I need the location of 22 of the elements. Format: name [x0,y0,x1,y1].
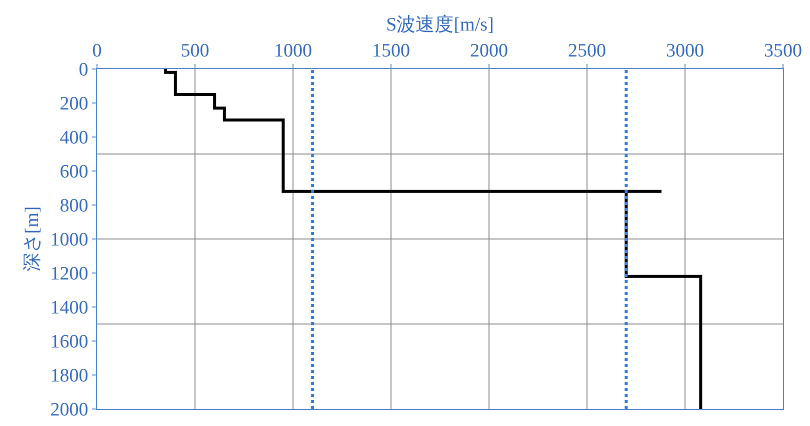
y-tick-label: 1400 [50,298,88,319]
line-series [164,69,702,409]
x-tick-label: 3000 [666,40,704,62]
x-tick-label: 2000 [470,40,508,62]
y-tick-label: 600 [60,162,88,183]
y-tick-label: 2000 [50,400,88,421]
y-tick-label: 800 [60,196,88,217]
y-axis-title: 深さ[m] [22,206,44,272]
y-tick-label: 1000 [50,230,88,251]
x-tick-label: 1000 [274,40,312,62]
y-tick-label: 1600 [50,332,88,353]
y-tick-label: 1200 [50,264,88,285]
x-tick-label: 500 [180,40,210,62]
y-tick-label: 0 [78,60,88,81]
x-tick-label: 3500 [764,40,802,62]
x-axis-title: S波速度[m/s] [386,13,494,36]
y-tick-label: 400 [60,128,88,149]
y-tick-label: 1800 [50,366,88,387]
x-tick-label: 1500 [372,40,410,62]
x-tick-label: 2500 [568,40,606,62]
y-tick-label: 200 [60,94,88,115]
x-tick-label: 0 [92,40,102,62]
